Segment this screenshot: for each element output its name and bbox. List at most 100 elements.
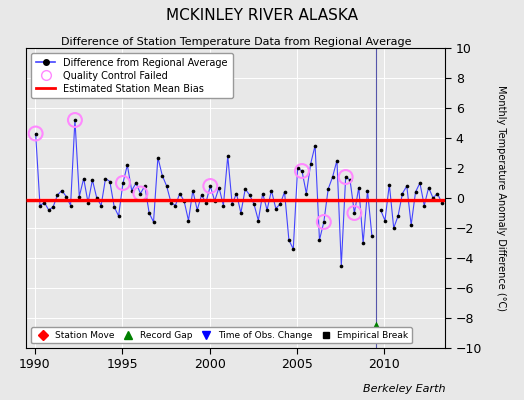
Point bbox=[127, 187, 136, 194]
Point bbox=[224, 153, 232, 159]
Point bbox=[398, 190, 407, 197]
Point bbox=[219, 202, 227, 209]
Point bbox=[320, 219, 328, 225]
Point bbox=[372, 322, 380, 329]
Point bbox=[110, 204, 118, 210]
Point bbox=[333, 157, 341, 164]
Point bbox=[88, 177, 96, 183]
Point bbox=[307, 160, 315, 167]
Point bbox=[337, 262, 345, 269]
Text: MCKINLEY RIVER ALASKA: MCKINLEY RIVER ALASKA bbox=[166, 8, 358, 23]
Point bbox=[189, 187, 197, 194]
Point bbox=[311, 142, 319, 149]
Point bbox=[140, 183, 149, 189]
Point bbox=[258, 190, 267, 197]
Point bbox=[407, 222, 416, 228]
Point bbox=[411, 189, 420, 195]
Point bbox=[71, 117, 79, 123]
Point bbox=[346, 177, 354, 183]
Point bbox=[75, 193, 83, 200]
Point bbox=[280, 189, 289, 195]
Point bbox=[324, 186, 332, 192]
Point bbox=[228, 201, 236, 207]
Point bbox=[359, 240, 367, 246]
Point bbox=[315, 237, 324, 243]
Point bbox=[71, 117, 79, 123]
Point bbox=[202, 199, 210, 206]
Point bbox=[49, 204, 57, 210]
Point bbox=[376, 207, 385, 213]
Point bbox=[285, 237, 293, 243]
Point bbox=[329, 174, 337, 180]
Point bbox=[101, 175, 110, 182]
Point bbox=[67, 202, 75, 209]
Point bbox=[62, 193, 70, 200]
Point bbox=[149, 219, 158, 225]
Point bbox=[263, 207, 271, 213]
Point bbox=[433, 190, 442, 197]
Point bbox=[162, 183, 171, 189]
Point bbox=[271, 205, 280, 212]
Point bbox=[402, 183, 411, 189]
Point bbox=[114, 213, 123, 219]
Text: Berkeley Earth: Berkeley Earth bbox=[363, 384, 445, 394]
Point bbox=[84, 199, 92, 206]
Point bbox=[58, 187, 66, 194]
Point bbox=[136, 190, 145, 197]
Point bbox=[132, 180, 140, 186]
Point bbox=[106, 178, 114, 185]
Point bbox=[206, 183, 214, 189]
Point bbox=[416, 180, 424, 186]
Point bbox=[267, 187, 276, 194]
Point bbox=[320, 219, 328, 225]
Legend: Station Move, Record Gap, Time of Obs. Change, Empirical Break: Station Move, Record Gap, Time of Obs. C… bbox=[31, 327, 412, 344]
Point bbox=[298, 168, 306, 174]
Point bbox=[176, 190, 184, 197]
Point bbox=[123, 162, 132, 168]
Point bbox=[424, 184, 433, 191]
Point bbox=[180, 198, 188, 204]
Point bbox=[167, 199, 175, 206]
Point bbox=[254, 217, 263, 224]
Point bbox=[237, 210, 245, 216]
Point bbox=[119, 180, 127, 186]
Point bbox=[232, 190, 241, 197]
Point bbox=[438, 199, 446, 206]
Point bbox=[293, 165, 302, 171]
Point bbox=[394, 213, 402, 219]
Point bbox=[211, 198, 219, 204]
Point bbox=[119, 180, 127, 186]
Point bbox=[215, 184, 223, 191]
Point bbox=[206, 183, 214, 189]
Point bbox=[93, 195, 101, 201]
Point bbox=[363, 187, 372, 194]
Point bbox=[145, 210, 154, 216]
Point bbox=[276, 201, 285, 207]
Point bbox=[385, 181, 394, 188]
Point bbox=[350, 210, 358, 216]
Point bbox=[302, 190, 311, 197]
Point bbox=[184, 217, 193, 224]
Point bbox=[171, 202, 180, 209]
Point bbox=[31, 130, 40, 137]
Point bbox=[158, 172, 167, 179]
Point bbox=[198, 192, 206, 198]
Point bbox=[36, 202, 44, 209]
Point bbox=[136, 190, 145, 197]
Point bbox=[45, 207, 53, 213]
Point bbox=[241, 186, 249, 192]
Point bbox=[355, 184, 363, 191]
Point bbox=[289, 246, 298, 252]
Point bbox=[381, 217, 389, 224]
Point bbox=[97, 202, 105, 209]
Point bbox=[40, 199, 49, 206]
Point bbox=[420, 202, 429, 209]
Point bbox=[31, 130, 40, 137]
Title: Difference of Station Temperature Data from Regional Average: Difference of Station Temperature Data f… bbox=[61, 37, 411, 47]
Point bbox=[53, 192, 62, 198]
Point bbox=[80, 175, 88, 182]
Point bbox=[250, 201, 258, 207]
Point bbox=[245, 192, 254, 198]
Point bbox=[193, 207, 201, 213]
Point bbox=[368, 232, 376, 239]
